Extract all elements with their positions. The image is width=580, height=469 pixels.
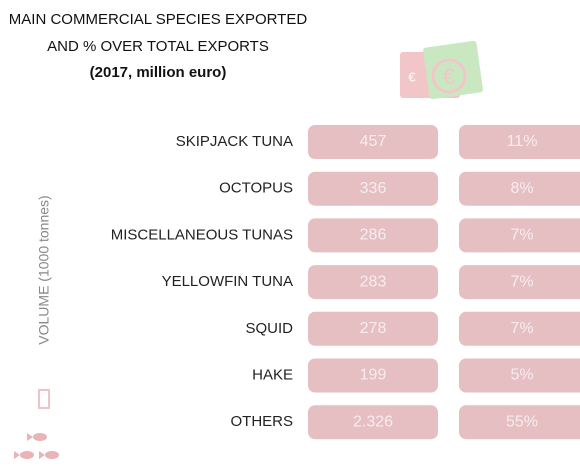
share-box	[459, 125, 580, 159]
fish-icon	[14, 433, 59, 459]
value-box	[308, 265, 438, 300]
value-box	[308, 171, 438, 206]
species-name: YELLOWFIN TUNA	[162, 273, 293, 290]
species-name: SQUID	[245, 320, 293, 337]
value-box	[308, 311, 438, 346]
species-name: OCTOPUS	[219, 180, 293, 197]
share-box	[459, 218, 580, 253]
share: 5%	[510, 367, 533, 384]
value: 199	[360, 367, 387, 384]
value-box	[308, 125, 438, 159]
species-name: MISCELLANEOUS TUNAS	[111, 226, 293, 243]
share-box	[459, 405, 580, 440]
share: 8%	[510, 180, 533, 197]
table: SKIPJACK TUNA 457 11% OCTOPUS 336 8% MISCELLAN…	[111, 125, 580, 440]
value-box	[308, 405, 438, 440]
species-name: HAKE	[252, 366, 293, 383]
share-box	[459, 265, 580, 300]
share: 11%	[507, 133, 538, 150]
share: 55%	[506, 413, 538, 430]
species-name: OTHERS	[230, 413, 293, 430]
share: 7%	[510, 273, 533, 290]
value: 283	[360, 273, 387, 290]
svg-text:€: €	[443, 64, 455, 89]
value: 286	[360, 227, 387, 244]
value: 336	[360, 180, 387, 197]
value-box	[308, 218, 438, 253]
title-line: (2017, million euro)	[90, 64, 227, 81]
share-box	[459, 358, 580, 393]
value-box	[308, 358, 438, 393]
share: 7%	[510, 320, 533, 337]
svg-text:€: €	[408, 69, 416, 84]
share-box	[459, 171, 580, 206]
title-line: AND % OVER TOTAL EXPORTS	[47, 38, 269, 55]
species-name: SKIPJACK TUNA	[176, 133, 293, 150]
value: 2.326	[353, 413, 393, 430]
title-line: MAIN COMMERCIAL SPECIES EXPORTED	[9, 11, 308, 28]
value: 457	[360, 133, 387, 150]
value: 278	[360, 320, 387, 337]
icon	[38, 389, 50, 409]
side-label: VOLUME (1000 tonnes)	[36, 195, 52, 344]
share: 7%	[510, 227, 533, 244]
money-icon: € €	[400, 40, 483, 100]
share-box	[459, 311, 580, 346]
